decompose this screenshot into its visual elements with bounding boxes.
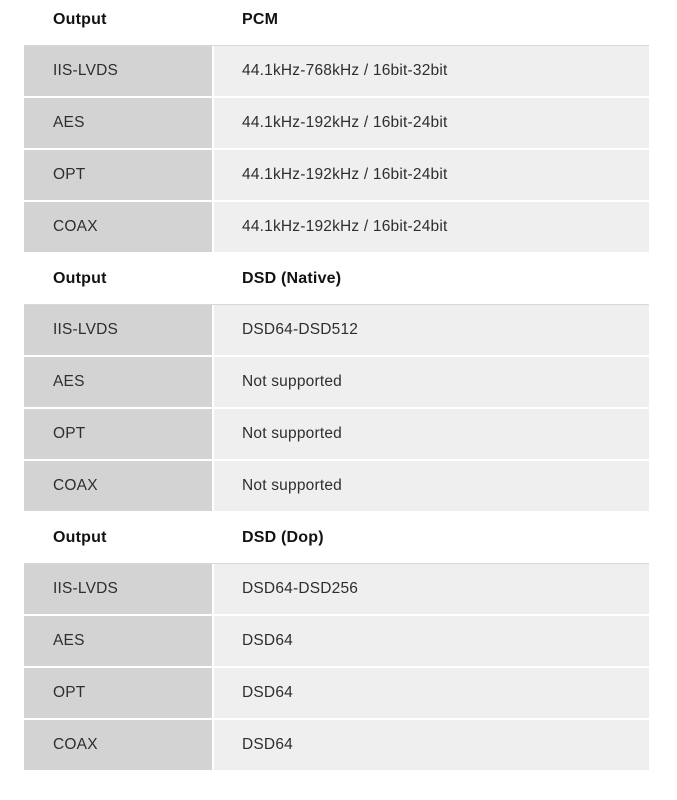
output-cell: OPT xyxy=(24,409,212,459)
value-cell: DSD64 xyxy=(214,720,649,770)
spec-rows: IIS-LVDS DSD64-DSD512 AES Not supported … xyxy=(24,304,649,511)
table-row: IIS-LVDS 44.1kHz-768kHz / 16bit-32bit xyxy=(24,46,649,96)
spec-rows: IIS-LVDS DSD64-DSD256 AES DSD64 OPT DSD6… xyxy=(24,563,649,770)
output-cell: IIS-LVDS xyxy=(24,46,212,96)
value-cell: Not supported xyxy=(214,409,649,459)
output-cell: COAX xyxy=(24,461,212,511)
value-cell: DSD64-DSD256 xyxy=(214,564,649,614)
value-cell: 44.1kHz-192kHz / 16bit-24bit xyxy=(214,98,649,148)
output-cell: AES xyxy=(24,357,212,407)
output-cell: OPT xyxy=(24,150,212,200)
table-row: COAX DSD64 xyxy=(24,720,649,770)
section-header-row: Output PCM xyxy=(24,10,649,30)
table-row: COAX 44.1kHz-192kHz / 16bit-24bit xyxy=(24,202,649,252)
output-cell: IIS-LVDS xyxy=(24,305,212,355)
value-cell: Not supported xyxy=(214,461,649,511)
column-header-output: Output xyxy=(53,270,107,287)
output-cell: AES xyxy=(24,616,212,666)
table-row: COAX Not supported xyxy=(24,461,649,511)
table-row: AES Not supported xyxy=(24,357,649,407)
value-cell: Not supported xyxy=(214,357,649,407)
output-cell: COAX xyxy=(24,202,212,252)
column-header-dsd-dop: DSD (Dop) xyxy=(242,529,324,546)
column-header-output: Output xyxy=(53,529,107,546)
value-cell: 44.1kHz-192kHz / 16bit-24bit xyxy=(214,202,649,252)
table-row: AES DSD64 xyxy=(24,616,649,666)
value-cell: DSD64-DSD512 xyxy=(214,305,649,355)
section-header-row: Output DSD (Dop) xyxy=(24,528,649,548)
column-header-output: Output xyxy=(53,11,107,28)
column-header-dsd-native: DSD (Native) xyxy=(242,270,342,287)
table-row: OPT DSD64 xyxy=(24,668,649,718)
table-row: OPT Not supported xyxy=(24,409,649,459)
spec-section-dsd-native: Output DSD (Native) IIS-LVDS DSD64-DSD51… xyxy=(24,269,649,511)
table-row: OPT 44.1kHz-192kHz / 16bit-24bit xyxy=(24,150,649,200)
column-header-pcm: PCM xyxy=(242,11,279,28)
spec-rows: IIS-LVDS 44.1kHz-768kHz / 16bit-32bit AE… xyxy=(24,45,649,252)
table-row: AES 44.1kHz-192kHz / 16bit-24bit xyxy=(24,98,649,148)
output-cell: IIS-LVDS xyxy=(24,564,212,614)
table-row: IIS-LVDS DSD64-DSD256 xyxy=(24,564,649,614)
spec-page: Output PCM IIS-LVDS 44.1kHz-768kHz / 16b… xyxy=(24,10,649,770)
output-cell: AES xyxy=(24,98,212,148)
output-cell: OPT xyxy=(24,668,212,718)
value-cell: DSD64 xyxy=(214,616,649,666)
spec-section-pcm: Output PCM IIS-LVDS 44.1kHz-768kHz / 16b… xyxy=(24,10,649,252)
value-cell: 44.1kHz-768kHz / 16bit-32bit xyxy=(214,46,649,96)
value-cell: 44.1kHz-192kHz / 16bit-24bit xyxy=(214,150,649,200)
value-cell: DSD64 xyxy=(214,668,649,718)
output-cell: COAX xyxy=(24,720,212,770)
section-header-row: Output DSD (Native) xyxy=(24,269,649,289)
spec-section-dsd-dop: Output DSD (Dop) IIS-LVDS DSD64-DSD256 A… xyxy=(24,528,649,770)
table-row: IIS-LVDS DSD64-DSD512 xyxy=(24,305,649,355)
